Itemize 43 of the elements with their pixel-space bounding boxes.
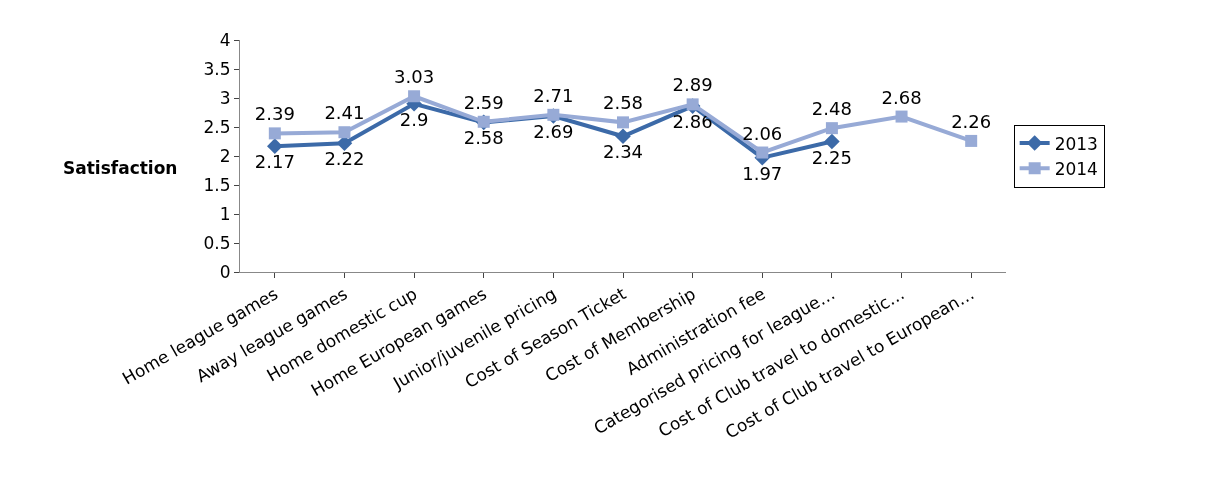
y-tick-label: 3 <box>219 87 231 108</box>
data-label: 2.39 <box>254 103 295 125</box>
data-label: 2.48 <box>811 98 852 120</box>
point <box>267 138 283 154</box>
y-tick-label: 0 <box>219 261 231 282</box>
data-label: 2.17 <box>254 151 295 173</box>
point <box>824 133 840 150</box>
y-tick-label: 2.5 <box>203 116 231 137</box>
point <box>895 110 908 123</box>
data-label: 2.89 <box>672 74 713 96</box>
data-label: 2.69 <box>533 120 574 142</box>
data-label: 2.25 <box>811 146 852 168</box>
data-label: 2.68 <box>881 86 922 108</box>
point <box>965 134 978 147</box>
data-label: 2.58 <box>463 127 504 149</box>
y-axis-title: Satisfaction <box>63 158 178 178</box>
data-label: 2.41 <box>324 102 365 124</box>
y-tick-label: 4 <box>219 29 231 50</box>
data-label: 2.71 <box>533 84 574 106</box>
y-tick-label: 3.5 <box>203 58 231 79</box>
point <box>268 127 281 140</box>
point <box>756 146 769 159</box>
y-tick-label: 0.5 <box>203 232 231 253</box>
data-label: 2.06 <box>742 122 783 144</box>
y-tick-label: 2 <box>219 145 231 166</box>
point <box>408 90 421 103</box>
y-tick-label: 1.5 <box>203 174 231 195</box>
point <box>825 122 838 135</box>
point <box>338 126 351 139</box>
data-label: 2.86 <box>672 111 713 133</box>
point <box>615 128 631 145</box>
data-label: 1.97 <box>742 162 783 184</box>
legend-label: 2014 <box>1054 158 1098 179</box>
data-label: 2.9 <box>399 108 429 130</box>
point <box>617 116 629 129</box>
data-label: 2.59 <box>463 91 504 113</box>
data-label: 2.22 <box>324 148 365 170</box>
data-label: 3.03 <box>394 66 435 88</box>
data-label: 2.26 <box>951 110 992 132</box>
data-label: 2.34 <box>602 141 644 163</box>
y-tick-label: 1 <box>219 203 231 224</box>
legend-label: 2013 <box>1054 133 1098 154</box>
data-label: 2.58 <box>602 92 644 114</box>
